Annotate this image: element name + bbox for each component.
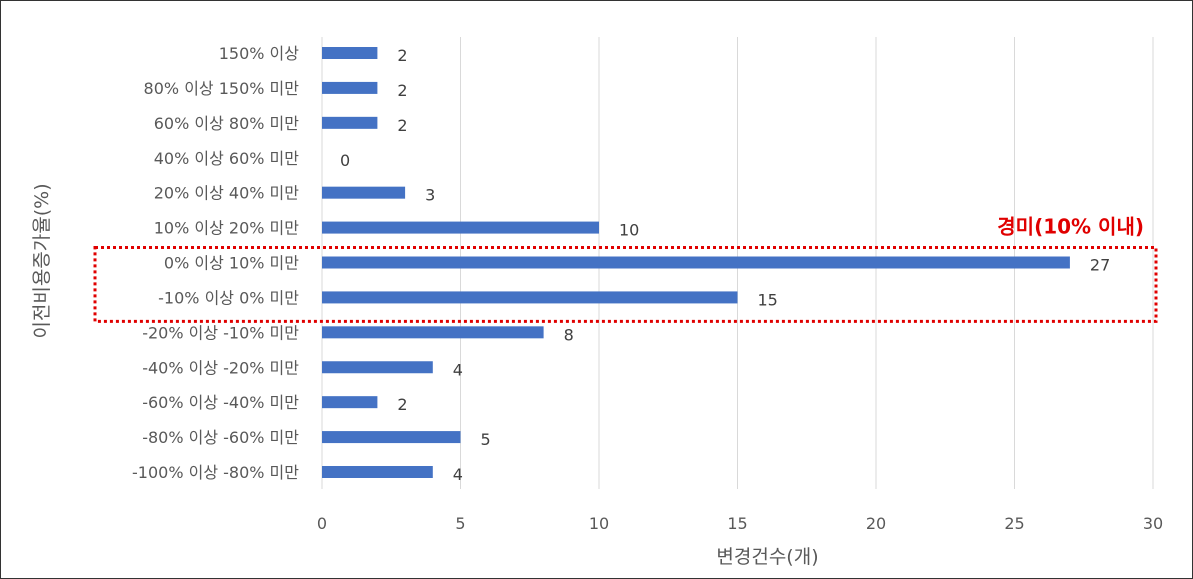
category-label: 150% 이상 bbox=[219, 44, 300, 63]
y-axis-title: 이전비용증가율(%) bbox=[31, 183, 53, 338]
category-label: 60% 이상 80% 미만 bbox=[154, 114, 300, 133]
x-tick-label: 5 bbox=[455, 514, 465, 533]
bar bbox=[322, 81, 378, 94]
x-tick-labels: 0 5 10 15 20 25 30 bbox=[317, 514, 1163, 533]
bar bbox=[322, 291, 738, 304]
x-tick-label: 30 bbox=[1143, 514, 1163, 533]
data-label: 2 bbox=[397, 81, 407, 100]
data-label: 15 bbox=[758, 290, 778, 309]
x-tick-label: 20 bbox=[866, 514, 886, 533]
category-label: -40% 이상 -20% 미만 bbox=[142, 358, 299, 377]
data-label: 5 bbox=[481, 430, 491, 449]
data-label: 0 bbox=[340, 151, 350, 170]
bars bbox=[322, 47, 1070, 478]
data-label: 2 bbox=[397, 395, 407, 414]
data-label: 8 bbox=[564, 325, 574, 344]
x-tick-label: 15 bbox=[727, 514, 747, 533]
bar bbox=[322, 466, 433, 478]
x-tick-label: 25 bbox=[1004, 514, 1024, 533]
bar bbox=[322, 256, 1070, 269]
category-label: -80% 이상 -60% 미만 bbox=[142, 428, 299, 447]
category-label: 0% 이상 10% 미만 bbox=[164, 254, 299, 273]
bar bbox=[322, 221, 599, 234]
annotation-label: 경미(10% 이내) bbox=[997, 215, 1144, 239]
bar bbox=[322, 186, 406, 199]
category-labels: 150% 이상 80% 이상 150% 미만 60% 이상 80% 미만 40% 이상… bbox=[132, 44, 299, 482]
category-label: 80% 이상 150% 미만 bbox=[144, 79, 300, 98]
data-label: 2 bbox=[397, 46, 407, 65]
category-label: 10% 이상 20% 미만 bbox=[154, 219, 300, 238]
data-label: 3 bbox=[425, 186, 435, 205]
bar bbox=[322, 47, 378, 59]
bar bbox=[322, 396, 378, 409]
category-label: 20% 이상 40% 미만 bbox=[154, 184, 300, 203]
x-tick-label: 10 bbox=[589, 514, 609, 533]
data-label: 27 bbox=[1090, 256, 1110, 275]
category-label: -60% 이상 -40% 미만 bbox=[142, 393, 299, 412]
category-label: -100% 이상 -80% 미만 bbox=[132, 463, 299, 482]
data-label: 2 bbox=[397, 116, 407, 135]
x-axis-title: 변경건수(개) bbox=[716, 546, 818, 568]
category-label: -10% 이상 0% 미만 bbox=[158, 288, 299, 307]
highlight-box bbox=[93, 246, 1158, 323]
category-label: 40% 이상 60% 미만 bbox=[154, 149, 300, 168]
bar bbox=[322, 326, 544, 339]
category-label: -20% 이상 -10% 미만 bbox=[142, 323, 299, 342]
bar bbox=[322, 431, 461, 444]
x-tick-label: 0 bbox=[317, 514, 327, 533]
bar bbox=[322, 116, 378, 129]
data-label: 4 bbox=[453, 360, 463, 379]
data-label: 4 bbox=[453, 465, 463, 484]
bar bbox=[322, 361, 433, 374]
data-label: 10 bbox=[619, 221, 639, 240]
